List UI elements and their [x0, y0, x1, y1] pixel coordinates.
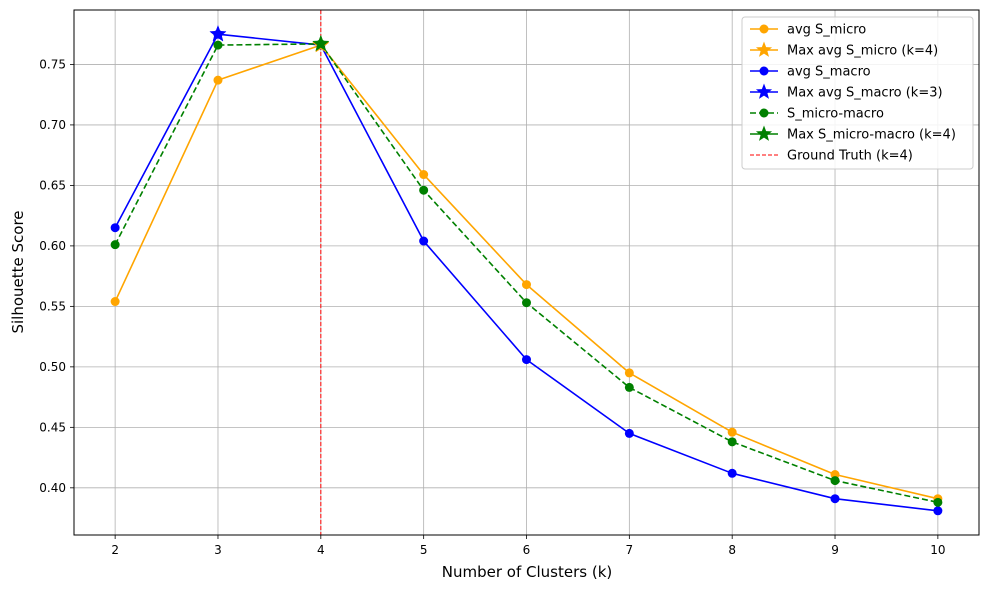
y-tick-label: 0.75: [39, 57, 66, 71]
data-point: [110, 240, 120, 250]
legend-marker: [755, 41, 773, 57]
axes-layer: 2 3 4 5 6 7 8 9 10 0.40 0.45 0.50 0.55 0.60 0.65 0.70 0.…: [39, 9, 980, 557]
data-point: [419, 185, 429, 195]
y-tick-label: 0.45: [39, 420, 66, 434]
data-point: [933, 497, 943, 507]
x-tick-label: 7: [626, 543, 634, 557]
data-point: [522, 280, 531, 290]
data-point: [213, 75, 223, 85]
data-point: [830, 494, 840, 504]
data-point: [110, 223, 120, 233]
y-tick-label: 0.60: [39, 239, 66, 253]
legend-label: Max avg S_micro (k=4): [787, 44, 938, 59]
data-point: [727, 427, 737, 437]
legend: avg S_micro Max avg S_micro (k=4) avg S_ma…: [741, 16, 974, 170]
legend-box: [741, 16, 974, 170]
data-point: [624, 382, 634, 392]
x-tick-label: 9: [831, 543, 839, 557]
data-point: [624, 368, 634, 378]
legend-label: Max avg S_macro (k=3): [787, 86, 943, 101]
legend-marker: [755, 125, 773, 141]
x-tick-label: 10: [930, 543, 945, 557]
legend-label: Ground Truth (k=4): [787, 149, 913, 164]
x-tick-label: 3: [214, 543, 222, 557]
y-tick-label: 0.70: [39, 118, 66, 132]
x-tick-label: 8: [728, 543, 736, 557]
max-star-marker-2: [312, 34, 330, 52]
data-point: [727, 468, 737, 478]
legend-marker: [759, 108, 769, 118]
data-point: [110, 297, 120, 307]
legend-marker: [755, 83, 773, 99]
plot-frame: [73, 9, 980, 536]
x-tick-label: 5: [420, 543, 428, 557]
legend-marker: [759, 66, 769, 76]
y-axis-label: Silhouette Score: [9, 210, 27, 333]
y-tick-label: 0.50: [39, 360, 66, 374]
x-tick-label: 2: [111, 543, 119, 557]
legend-label: S_micro-macro: [787, 107, 884, 122]
data-point: [624, 428, 634, 438]
data-point: [933, 506, 943, 516]
data-point: [727, 437, 737, 447]
legend-label: avg S_micro: [787, 23, 866, 38]
x-tick-label: 6: [523, 543, 531, 557]
y-tick-label: 0.65: [39, 178, 66, 192]
data-point: [522, 355, 531, 365]
legend-marker: [759, 24, 769, 34]
data-point: [830, 476, 840, 486]
data-point: [419, 170, 429, 180]
data-point: [522, 298, 531, 308]
y-tick-label: 0.55: [39, 299, 66, 313]
y-tick-label: 0.40: [39, 481, 66, 495]
legend-label: Max S_micro-macro (k=4): [787, 128, 956, 143]
x-tick-label: 4: [317, 543, 325, 557]
x-axis-label: Number of Clusters (k): [442, 563, 612, 581]
max-star-marker-1: [209, 24, 227, 42]
legend-label: avg S_macro: [787, 65, 871, 80]
data-point: [213, 40, 223, 50]
data-point: [419, 236, 429, 246]
series-layer: [110, 24, 943, 516]
